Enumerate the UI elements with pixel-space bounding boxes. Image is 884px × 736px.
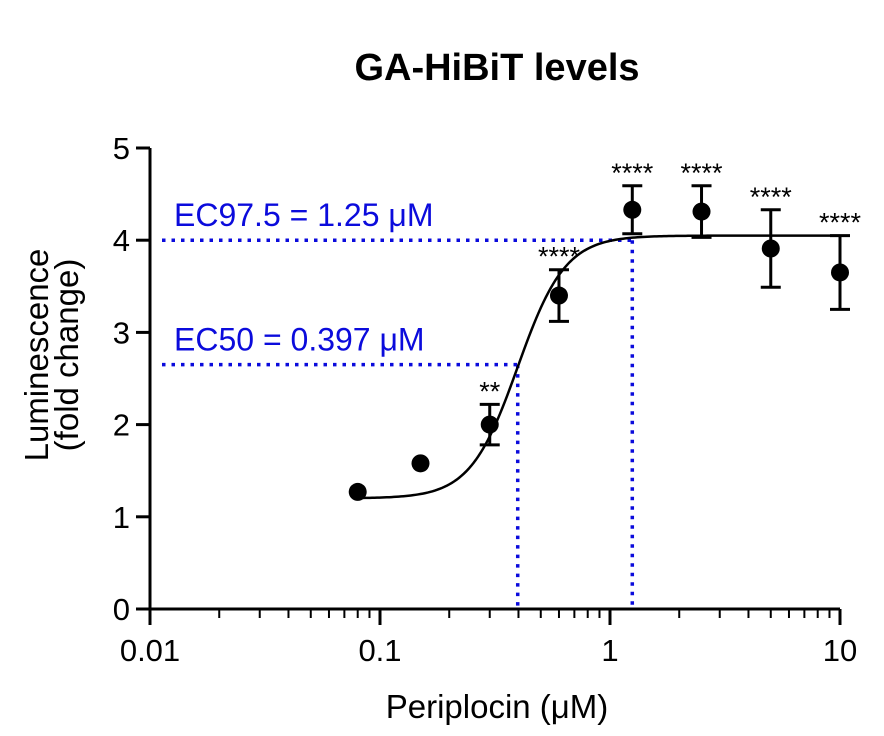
y-axis-label: Luminescence (fold change) xyxy=(18,249,85,462)
y-axis-label-line2: (fold change) xyxy=(48,259,85,452)
y-axis-label-line1: Luminescence xyxy=(18,249,55,462)
y-tick-label: 2 xyxy=(113,408,130,443)
x-tick-label: 10 xyxy=(823,633,857,668)
y-tick-label: 1 xyxy=(113,500,130,535)
significance-label: **** xyxy=(681,158,724,188)
data-point xyxy=(692,202,711,221)
reference-label: EC50 = 0.397 μM xyxy=(174,322,425,358)
x-axis-label: Periplocin (μM) xyxy=(386,688,609,725)
reference-label: EC97.5 = 1.25 μM xyxy=(174,197,433,233)
axes: 0 1 2 3 4 5 0.01 0.1 1 10 xyxy=(113,131,857,668)
data-point xyxy=(761,239,780,258)
x-tick-label: 0.1 xyxy=(358,633,401,668)
significance-label: **** xyxy=(611,158,654,188)
data-point xyxy=(480,415,499,434)
significance-label: **** xyxy=(538,242,581,272)
data-point xyxy=(411,454,430,473)
data-point xyxy=(549,286,568,305)
y-tick-label: 4 xyxy=(113,223,130,258)
fit-curve-group xyxy=(357,234,840,500)
fit-curve xyxy=(357,234,840,500)
y-tick-label: 3 xyxy=(113,315,130,350)
significance-label: ** xyxy=(479,376,501,406)
significance-label: **** xyxy=(819,208,862,238)
data-point xyxy=(831,263,849,282)
significance-label: **** xyxy=(750,182,793,212)
data-point xyxy=(348,482,367,501)
reference-lines: EC97.5 = 1.25 μM EC50 = 0.397 μM xyxy=(162,197,635,609)
y-tick-label: 0 xyxy=(113,592,130,627)
x-tick-label: 0.01 xyxy=(120,633,180,668)
x-tick-label: 1 xyxy=(601,633,618,668)
data-points: ********** ************ xyxy=(348,158,862,501)
chart-title: GA-HiBiT levels xyxy=(354,47,639,89)
data-point xyxy=(623,200,642,219)
y-tick-label: 5 xyxy=(113,131,130,166)
